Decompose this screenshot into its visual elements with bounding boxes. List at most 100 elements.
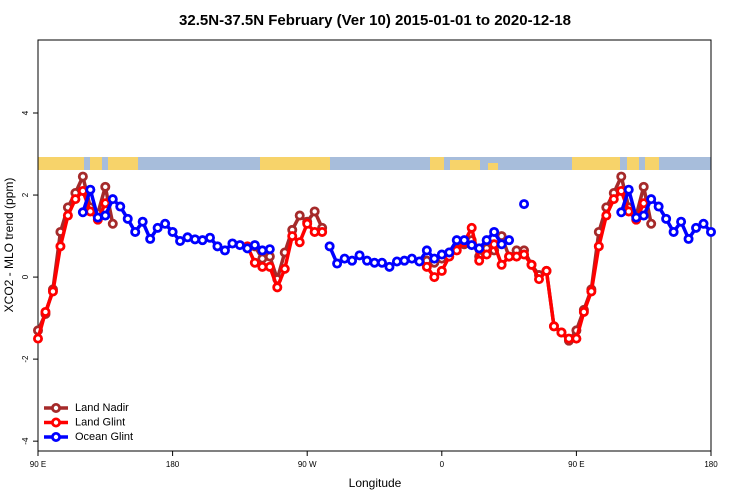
point: [279, 263, 290, 274]
y-tick-label: 0: [21, 274, 30, 279]
point: [578, 306, 589, 317]
point: [489, 226, 500, 237]
legend-label: Land Glint: [75, 416, 125, 428]
point: [347, 255, 358, 266]
point: [100, 198, 111, 209]
point: [376, 257, 387, 268]
point: [616, 185, 627, 196]
point: [70, 194, 81, 205]
point: [122, 213, 133, 224]
point: [212, 241, 223, 252]
point: [190, 234, 201, 245]
point: [474, 255, 485, 266]
point: [541, 265, 552, 276]
x-axis-label: Longitude: [349, 476, 402, 490]
point: [115, 201, 126, 212]
legend-label: Ocean Glint: [75, 431, 133, 443]
point: [571, 333, 582, 344]
y-tick-label: -2: [21, 355, 30, 363]
point: [272, 282, 283, 293]
point: [219, 245, 230, 256]
point: [586, 286, 597, 297]
point: [77, 171, 88, 182]
point: [204, 232, 215, 243]
x-tick-label: 180: [166, 460, 180, 469]
point: [242, 243, 253, 254]
point: [167, 226, 178, 237]
x-tick-label: 90 E: [568, 460, 584, 469]
point: [436, 265, 447, 276]
point: [638, 210, 649, 221]
point: [77, 207, 88, 218]
point: [294, 210, 305, 221]
point: [130, 226, 141, 237]
point: [309, 206, 320, 217]
point: [249, 257, 260, 268]
point: [47, 286, 58, 297]
map-strip: [38, 157, 711, 170]
point: [481, 249, 492, 260]
point: [77, 185, 88, 196]
point: [519, 199, 530, 210]
point: [623, 206, 634, 217]
point: [324, 241, 335, 252]
point: [152, 222, 163, 233]
point: [481, 235, 492, 246]
legend-label: Land Nadir: [75, 402, 129, 414]
point: [466, 222, 477, 233]
point: [646, 218, 657, 229]
point: [264, 244, 275, 255]
point: [548, 321, 559, 332]
point: [249, 240, 260, 251]
point: [608, 194, 619, 205]
point: [287, 231, 298, 242]
point: [414, 256, 425, 267]
point: [676, 216, 687, 227]
point: [264, 261, 275, 272]
x-tick-label: 90 W: [298, 460, 317, 469]
point: [62, 210, 73, 221]
point: [40, 306, 51, 317]
point: [107, 218, 118, 229]
legend-marker: [51, 417, 62, 428]
point: [691, 222, 702, 233]
point: [100, 210, 111, 221]
point: [459, 235, 470, 246]
point: [683, 233, 694, 244]
point: [706, 226, 717, 237]
point: [496, 259, 507, 270]
point: [534, 274, 545, 285]
plot-frame: [37, 39, 712, 452]
point: [668, 226, 679, 237]
point: [698, 218, 709, 229]
point: [421, 245, 432, 256]
point: [429, 272, 440, 283]
point: [593, 241, 604, 252]
y-axis-label: XCO2 - MLO trend (ppm): [2, 178, 16, 313]
point: [638, 198, 649, 209]
x-tick-label: 0: [440, 460, 445, 469]
point: [257, 245, 268, 256]
point: [317, 226, 328, 237]
point: [466, 240, 477, 251]
point: [85, 184, 96, 195]
point: [638, 181, 649, 192]
point: [519, 249, 530, 260]
point: [33, 333, 44, 344]
point: [474, 243, 485, 254]
point: [616, 171, 627, 182]
point: [421, 261, 432, 272]
legend-marker: [51, 431, 62, 442]
y-tick-label: 4: [21, 110, 30, 115]
point: [661, 213, 672, 224]
point: [616, 207, 627, 218]
point: [294, 237, 305, 248]
point: [302, 218, 313, 229]
point: [384, 261, 395, 272]
y-tick-label: -4: [21, 437, 30, 445]
point: [391, 256, 402, 267]
point: [55, 241, 66, 252]
point: [332, 258, 343, 269]
point: [556, 327, 567, 338]
